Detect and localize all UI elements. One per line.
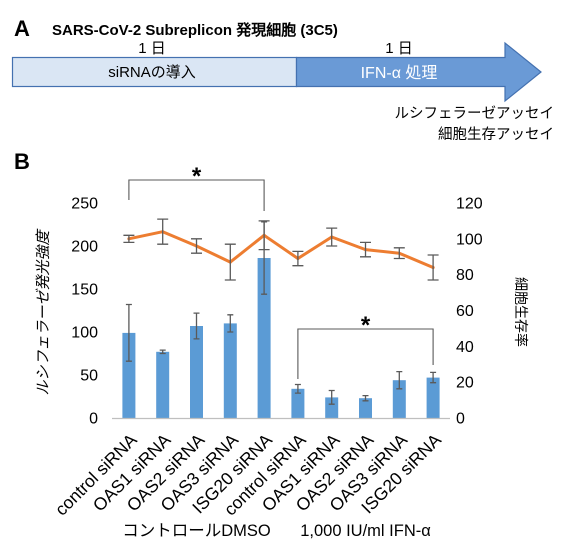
bar	[392, 380, 406, 418]
y2-tick-label: 20	[456, 375, 474, 392]
y2-tick-label: 120	[456, 196, 483, 213]
bar	[223, 323, 237, 418]
timeline-step1-box	[11, 56, 298, 88]
bar-error-bars	[125, 221, 437, 405]
panel-a-title: SARS-CoV-2 Subreplicon 発現細胞 (3C5)	[52, 21, 338, 39]
y-tick-label: 100	[71, 325, 98, 342]
significance-brackets: **	[128, 163, 434, 379]
bar	[325, 397, 339, 418]
y2-axis-title: 細胞生存率	[513, 277, 529, 347]
panel-a: A SARS-CoV-2 Subreplicon 発現細胞 (3C5) 1 日 …	[11, 16, 555, 143]
significance-bracket	[128, 179, 265, 211]
bar-error-bar	[125, 303, 132, 362]
y2-tick-label: 60	[456, 303, 474, 320]
bar	[122, 332, 136, 418]
bar-error-bar	[362, 394, 369, 402]
bar-error-bar	[328, 389, 335, 405]
panel-b-label: B	[14, 149, 30, 174]
line-error-bar	[393, 247, 405, 260]
bar-series	[122, 258, 440, 418]
bar-error-bar	[430, 371, 437, 384]
line-error-bar	[360, 241, 371, 258]
y-axis-title: ルシフェラーゼ発光強度	[35, 229, 52, 396]
bar	[257, 258, 271, 418]
step1-duration: 1 日	[138, 40, 166, 57]
bar-error-bar	[193, 312, 200, 340]
y2-tick-label: 40	[456, 339, 474, 356]
line-error-bar	[258, 220, 270, 251]
significance-star: *	[361, 312, 371, 339]
line-error-bar	[326, 227, 338, 247]
significance-star: *	[192, 163, 202, 190]
line-error-bar	[123, 234, 135, 244]
line-error-bar	[292, 250, 304, 267]
y2-axis-ticks: 0 20 40 60 80 100 120	[456, 196, 483, 428]
timeline-step2-arrow	[295, 41, 542, 103]
panel-b: B ルシフェラーゼ発光強度 細胞生存率 0 50 100 150 200 250 0 20 40…	[14, 149, 529, 540]
bar	[291, 388, 305, 418]
bar	[426, 377, 440, 418]
assay-luciferase: ルシフェラーゼアッセイ	[395, 105, 555, 122]
line-path	[127, 230, 435, 269]
line-error-bar	[191, 238, 202, 254]
y-tick-label: 0	[89, 411, 98, 428]
bar	[190, 326, 203, 418]
panel-a-label: A	[14, 16, 30, 41]
y-tick-label: 200	[71, 239, 98, 256]
bar-error-bar	[294, 383, 301, 394]
line-error-bars	[123, 218, 439, 281]
bar-error-bar	[159, 349, 166, 355]
line-error-bar	[157, 218, 169, 245]
step2-label: IFN-α 処理	[361, 64, 438, 82]
step1-label: siRNAの導入	[108, 64, 196, 81]
line-error-bar	[427, 254, 439, 281]
bar	[359, 398, 372, 418]
assay-viability: 細胞生存アッセイ	[438, 126, 554, 143]
line-error-bar	[224, 243, 236, 281]
y2-tick-label: 0	[456, 411, 465, 428]
bar-error-bar	[396, 370, 403, 390]
chart-plot: 050100150200250020406080100120**control …	[51, 163, 483, 540]
y-axis-ticks: 0 50 100 150 200 250	[71, 196, 98, 428]
y2-tick-label: 100	[456, 231, 483, 248]
y-tick-label: 50	[80, 368, 98, 385]
group-label: コントロールDMSO	[122, 522, 271, 540]
y2-tick-label: 80	[456, 267, 474, 284]
step2-duration: 1 日	[385, 40, 413, 57]
group-label: 1,000 IU/ml IFN-α	[300, 522, 431, 540]
significance-bracket	[297, 328, 434, 379]
y-tick-label: 150	[71, 282, 98, 299]
bar-error-bar	[227, 314, 234, 333]
bar	[156, 351, 170, 418]
group-labels: コントロールDMSO 1,000 IU/ml IFN-α	[122, 522, 431, 540]
line-series	[127, 230, 435, 269]
y-tick-label: 250	[71, 196, 98, 213]
